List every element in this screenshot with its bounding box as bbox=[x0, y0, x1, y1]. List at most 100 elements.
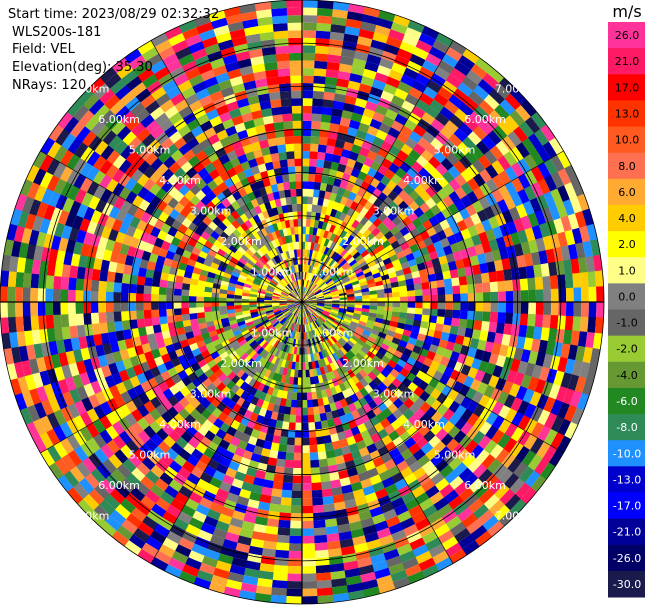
range-ring-label: 2.00km bbox=[220, 235, 262, 248]
range-ring-label: 1.00km bbox=[312, 266, 354, 279]
velocity-cell bbox=[296, 188, 303, 197]
velocity-cell bbox=[79, 371, 91, 386]
velocity-cell bbox=[297, 377, 302, 386]
velocity-cell bbox=[208, 220, 219, 231]
velocity-cell bbox=[520, 349, 531, 364]
velocity-cell bbox=[406, 284, 415, 292]
velocity-cell bbox=[290, 291, 297, 297]
velocity-cell bbox=[383, 83, 399, 96]
velocity-cell bbox=[161, 536, 179, 551]
velocity-cell bbox=[67, 402, 81, 419]
velocity-cell bbox=[478, 154, 492, 170]
velocity-cell bbox=[494, 104, 511, 121]
velocity-cell bbox=[498, 344, 509, 358]
velocity-cell bbox=[385, 76, 402, 89]
velocity-cell bbox=[317, 318, 324, 325]
velocity-cell bbox=[231, 200, 241, 211]
velocity-cell bbox=[46, 174, 61, 192]
velocity-cell bbox=[277, 350, 284, 359]
velocity-cell bbox=[357, 510, 372, 522]
velocity-cell bbox=[354, 302, 363, 306]
velocity-cell bbox=[161, 240, 172, 251]
velocity-cell bbox=[575, 242, 586, 260]
velocity-cell bbox=[317, 451, 327, 460]
velocity-cell bbox=[262, 332, 270, 340]
velocity-cell bbox=[361, 291, 370, 296]
velocity-cell bbox=[73, 240, 84, 255]
velocity-cell bbox=[300, 596, 318, 605]
velocity-cell bbox=[405, 318, 414, 326]
velocity-cell bbox=[396, 510, 412, 524]
velocity-cell bbox=[342, 251, 351, 260]
velocity-cell bbox=[300, 565, 317, 574]
velocity-cell bbox=[350, 320, 359, 327]
velocity-cell bbox=[519, 313, 529, 327]
velocity-cell bbox=[199, 522, 216, 535]
velocity-cell bbox=[316, 303, 325, 306]
velocity-cell bbox=[312, 196, 319, 206]
velocity-cell bbox=[45, 287, 54, 302]
velocity-cell bbox=[309, 143, 320, 152]
velocity-cell bbox=[151, 285, 160, 295]
velocity-cell bbox=[323, 404, 332, 413]
velocity-cell bbox=[435, 163, 449, 177]
velocity-cell bbox=[390, 225, 401, 236]
velocity-cell bbox=[80, 176, 94, 193]
velocity-cell bbox=[370, 268, 380, 276]
velocity-cell bbox=[279, 280, 287, 287]
velocity-cell bbox=[463, 216, 475, 229]
velocity-cell bbox=[570, 179, 585, 198]
velocity-cell bbox=[163, 257, 173, 267]
velocity-cell bbox=[434, 557, 453, 572]
velocity-cell bbox=[481, 372, 493, 386]
velocity-cell bbox=[246, 323, 255, 330]
velocity-cell bbox=[225, 125, 238, 137]
colorbar-swatch bbox=[608, 204, 645, 232]
velocity-cell bbox=[344, 330, 353, 338]
velocity-cell bbox=[281, 421, 290, 430]
velocity-cell bbox=[317, 374, 324, 384]
velocity-cell bbox=[303, 279, 306, 288]
velocity-cell bbox=[181, 460, 196, 473]
velocity-cell bbox=[332, 343, 341, 352]
velocity-cell bbox=[530, 406, 544, 423]
velocity-cell bbox=[316, 278, 323, 286]
velocity-cell bbox=[17, 375, 30, 393]
velocity-cell bbox=[330, 585, 349, 595]
velocity-cell bbox=[332, 416, 342, 427]
velocity-cell bbox=[235, 206, 245, 217]
velocity-cell bbox=[347, 302, 355, 305]
velocity-cell bbox=[14, 391, 28, 411]
velocity-cell bbox=[112, 350, 123, 363]
velocity-cell bbox=[351, 375, 360, 385]
velocity-cell bbox=[204, 43, 222, 56]
velocity-cell bbox=[442, 245, 453, 256]
velocity-cell bbox=[170, 148, 184, 162]
velocity-cell bbox=[259, 100, 273, 110]
velocity-cell bbox=[384, 555, 403, 569]
velocity-cell bbox=[118, 403, 132, 418]
velocity-cell bbox=[536, 145, 552, 164]
velocity-cell bbox=[366, 232, 376, 242]
velocity-cell bbox=[321, 272, 328, 280]
velocity-cell bbox=[480, 454, 496, 470]
velocity-cell bbox=[324, 525, 339, 535]
velocity-cell bbox=[264, 433, 274, 443]
velocity-cell bbox=[421, 130, 436, 145]
velocity-cell bbox=[256, 337, 265, 345]
velocity-cell bbox=[352, 312, 362, 318]
velocity-cell bbox=[326, 355, 333, 365]
velocity-cell bbox=[317, 7, 334, 17]
velocity-cell bbox=[143, 309, 152, 319]
velocity-cell bbox=[251, 342, 260, 351]
velocity-cell bbox=[310, 242, 315, 251]
velocity-cell bbox=[166, 287, 175, 296]
velocity-cell bbox=[293, 219, 299, 227]
velocity-cell bbox=[182, 276, 192, 285]
velocity-cell bbox=[459, 396, 472, 410]
velocity-cell bbox=[202, 447, 216, 459]
velocity-cell bbox=[347, 80, 362, 91]
velocity-cell bbox=[238, 274, 247, 281]
velocity-cell bbox=[83, 231, 95, 246]
velocity-cell bbox=[228, 315, 237, 322]
